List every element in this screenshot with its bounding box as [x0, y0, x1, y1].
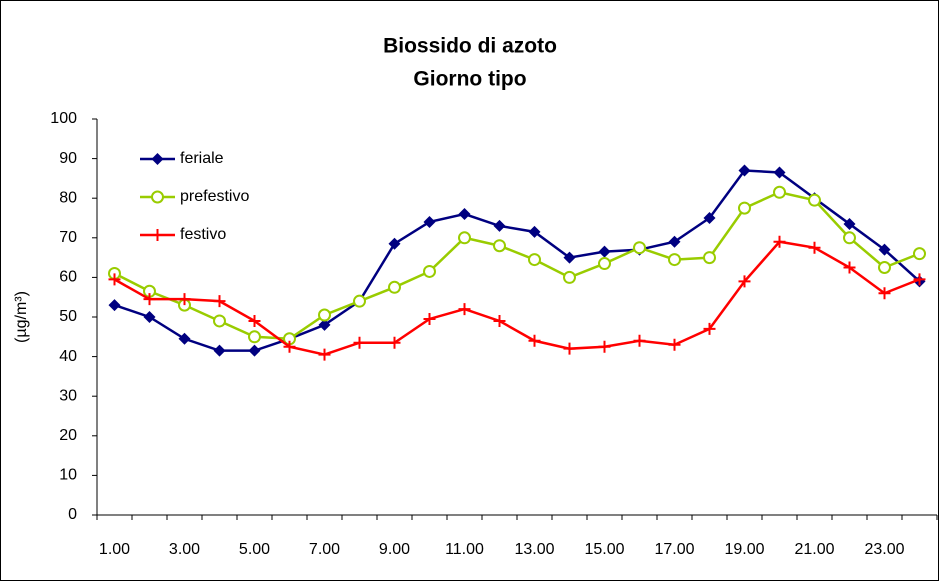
marker: [151, 229, 164, 241]
marker: [151, 190, 164, 204]
y-tick-label: 20: [59, 427, 77, 444]
marker: [528, 253, 541, 267]
marker: [913, 247, 926, 261]
marker: [843, 217, 856, 230]
legend-label: feriale: [180, 150, 224, 167]
marker: [598, 340, 611, 353]
marker: [808, 193, 821, 207]
marker: [108, 299, 121, 312]
marker: [213, 314, 226, 328]
y-tick-label: 100: [50, 110, 77, 127]
marker: [563, 251, 576, 264]
marker: [633, 334, 646, 347]
marker: [773, 235, 786, 248]
marker: [248, 314, 261, 327]
y-tick-label: 0: [68, 506, 77, 523]
marker: [318, 348, 331, 361]
marker: [458, 303, 471, 316]
x-tick-label: 7.00: [309, 541, 340, 558]
x-tick-label: 9.00: [379, 541, 410, 558]
marker: [248, 330, 261, 344]
marker: [318, 308, 331, 322]
y-tick-label: 60: [59, 269, 77, 286]
x-tick-label: 1.00: [99, 541, 130, 558]
marker: [458, 208, 471, 221]
marker: [668, 235, 681, 248]
marker: [598, 257, 611, 271]
y-tick-label: 90: [59, 150, 77, 167]
marker: [143, 311, 156, 323]
marker: [388, 237, 401, 250]
marker: [213, 295, 226, 308]
marker: [493, 219, 506, 232]
marker: [178, 293, 191, 306]
x-tick-label: 19.00: [724, 541, 764, 558]
marker: [563, 342, 576, 355]
marker: [283, 340, 296, 353]
marker: [668, 338, 681, 351]
marker: [878, 287, 891, 300]
marker: [703, 251, 716, 265]
marker: [703, 212, 716, 224]
x-tick-label: 23.00: [864, 541, 904, 558]
marker: [353, 336, 366, 349]
marker: [178, 332, 191, 345]
marker: [528, 225, 541, 238]
x-tick-label: 13.00: [514, 541, 554, 558]
x-tick-label: 11.00: [445, 541, 484, 558]
marker: [843, 231, 856, 245]
marker: [458, 231, 471, 245]
marker: [738, 201, 751, 215]
x-tick-label: 15.00: [584, 541, 624, 558]
marker: [388, 280, 401, 294]
marker: [773, 185, 786, 199]
y-tick-label: 50: [59, 308, 77, 325]
x-tick-label: 3.00: [169, 541, 200, 558]
marker: [151, 153, 164, 165]
marker: [318, 318, 331, 331]
marker: [423, 312, 436, 325]
marker: [563, 270, 576, 284]
marker: [493, 239, 506, 253]
marker: [213, 344, 226, 357]
marker: [878, 243, 891, 256]
marker: [633, 241, 646, 255]
x-tick-label: 5.00: [239, 541, 270, 558]
y-tick-label: 80: [59, 189, 77, 206]
marker: [843, 261, 856, 274]
y-tick-label: 10: [59, 467, 77, 484]
marker: [668, 253, 681, 267]
marker: [808, 241, 821, 254]
marker: [108, 273, 121, 286]
marker: [878, 261, 891, 274]
marker: [248, 344, 261, 357]
x-tick-label: 17.00: [654, 541, 694, 558]
chart-title: Biossido di azoto: [383, 35, 557, 58]
marker: [388, 336, 401, 349]
chart-subtitle: Giorno tipo: [413, 68, 526, 91]
legend-label: festivo: [180, 226, 226, 243]
marker: [738, 275, 751, 288]
marker: [598, 245, 611, 258]
y-tick-label: 70: [59, 229, 77, 246]
marker: [913, 273, 926, 286]
marker: [353, 294, 366, 308]
x-tick-label: 21.00: [794, 541, 834, 558]
marker: [703, 322, 716, 335]
marker: [528, 334, 541, 347]
marker: [423, 215, 436, 228]
marker: [493, 314, 506, 327]
marker: [423, 264, 436, 278]
y-tick-label: 30: [59, 387, 77, 404]
marker: [738, 164, 751, 177]
y-axis-label: (µg/m³): [13, 291, 30, 343]
marker: [773, 166, 786, 179]
legend-label: prefestivo: [180, 188, 249, 205]
marker: [143, 293, 156, 306]
y-tick-label: 40: [59, 348, 77, 365]
